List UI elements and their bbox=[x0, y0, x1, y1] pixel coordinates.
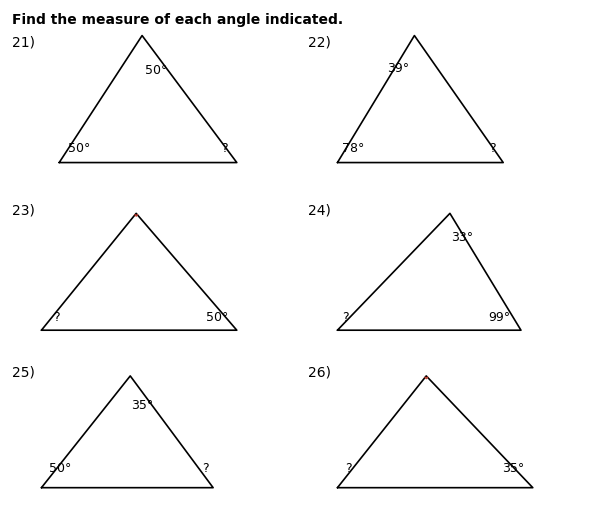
Text: ?: ? bbox=[202, 462, 208, 475]
Text: 22): 22) bbox=[308, 36, 331, 50]
Text: 23): 23) bbox=[12, 203, 35, 217]
Text: 35°: 35° bbox=[501, 462, 524, 475]
Text: ?: ? bbox=[490, 142, 496, 155]
Text: ?: ? bbox=[221, 142, 228, 155]
Text: 39°: 39° bbox=[388, 62, 410, 75]
Text: 35°: 35° bbox=[131, 399, 154, 412]
Text: 99°: 99° bbox=[488, 311, 510, 324]
Text: 50°: 50° bbox=[205, 311, 228, 324]
Text: 50°: 50° bbox=[145, 64, 168, 77]
Text: 24): 24) bbox=[308, 203, 331, 217]
Text: 21): 21) bbox=[12, 36, 35, 50]
Text: 50°: 50° bbox=[49, 462, 72, 475]
Text: ?: ? bbox=[345, 462, 352, 475]
Text: ?: ? bbox=[53, 311, 60, 324]
Text: 78°: 78° bbox=[342, 142, 365, 155]
Text: ?: ? bbox=[342, 311, 349, 324]
Text: Find the measure of each angle indicated.: Find the measure of each angle indicated… bbox=[12, 13, 343, 27]
Text: 26): 26) bbox=[308, 366, 331, 380]
Text: 25): 25) bbox=[12, 366, 35, 380]
Text: 33°: 33° bbox=[451, 231, 473, 244]
Text: 50°: 50° bbox=[68, 142, 91, 155]
